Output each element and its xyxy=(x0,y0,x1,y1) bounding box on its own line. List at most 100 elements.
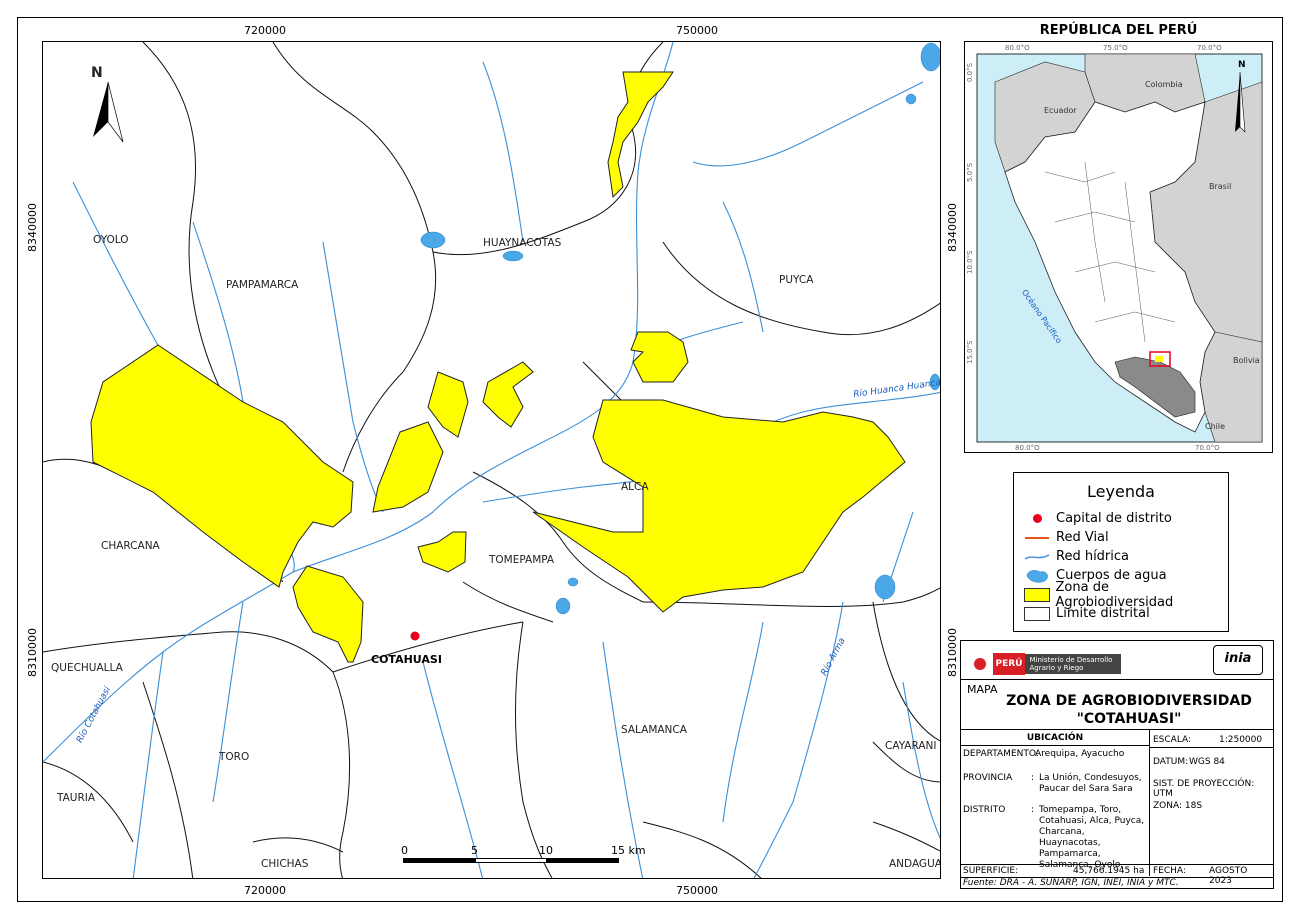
legend-label: Red hídrica xyxy=(1056,549,1130,564)
x-tick-750000-bottom: 750000 xyxy=(676,884,718,897)
ministry-text: Ministerio de Desarrollo Agrario y Riego xyxy=(1025,654,1121,674)
superficie-value: 45,766.1945 ha xyxy=(1073,866,1145,876)
legend-item-cuerpos-agua: Cuerpos de agua xyxy=(1014,566,1228,585)
yellow-box-icon xyxy=(1022,587,1052,602)
datum-label: DATUM: xyxy=(1153,757,1189,767)
inset-map[interactable]: 80.0°O 75.0°O 70.0°O 80.0°O 70.0°O 0.0°S… xyxy=(964,41,1273,453)
legend-label: Zona de Agrobiodiversidad xyxy=(1055,579,1174,610)
distrito-label: DISTRITO xyxy=(963,805,1006,815)
legend-label: Red Vial xyxy=(1056,530,1109,545)
scale-label-15km: 15 km xyxy=(611,844,646,857)
place-tomepampa: TOMEPAMPA xyxy=(489,554,555,566)
road-line-icon xyxy=(1022,531,1052,545)
legend-label: Cuerpos de agua xyxy=(1056,568,1167,583)
inset-chile: Chile xyxy=(1205,422,1226,431)
inset-lon-80-b: 80.0°O xyxy=(1015,444,1040,452)
cotahuasi-capital-marker xyxy=(410,631,420,641)
legend-item-zona: Zona de Agrobiodiversidad xyxy=(1014,580,1228,610)
legend-label: Limite distrital xyxy=(1056,606,1150,621)
zone-text: ZONA: 18S xyxy=(1153,801,1203,811)
place-huaynacotas: HUAYNACOTAS xyxy=(483,237,562,249)
main-north-label: N xyxy=(91,65,103,81)
district-boundaries xyxy=(43,42,940,878)
place-charcana: CHARCANA xyxy=(101,540,160,552)
title-block: PERÚ Ministerio de Desarrollo Agrario y … xyxy=(960,640,1274,889)
place-cotahuasi: COTAHUASI xyxy=(371,653,442,666)
distrito-colon: : xyxy=(1031,805,1035,815)
place-salamanca: SALAMANCA xyxy=(621,724,687,736)
main-north-arrow xyxy=(93,81,124,143)
inset-lat-15: 15.0°S xyxy=(966,340,974,364)
inset-svg xyxy=(976,53,1263,443)
inset-lon-70-b: 70.0°O xyxy=(1195,444,1220,452)
legend-label: Capital de distrito xyxy=(1056,511,1172,526)
legend-item-capital: Capital de distrito xyxy=(1014,509,1228,528)
escala-value: 1:250000 xyxy=(1219,735,1263,745)
provincia-value: La Unión, Condesuyos, Paucar del Sara Sa… xyxy=(1039,773,1142,794)
legend-item-limite: Limite distrital xyxy=(1014,604,1228,623)
source-text: Fuente: DRA - A. SUNARP, IGN, INEI, INIA… xyxy=(963,878,1179,888)
red-dot-icon xyxy=(1022,512,1052,526)
inset-north-label: N xyxy=(1238,60,1246,70)
map-word: MAPA xyxy=(967,683,998,696)
departamento-label: DEPARTAMENTO: xyxy=(963,749,1039,759)
y-tick-8310000-left: 8310000 xyxy=(26,628,39,677)
superficie-label: SUPERFICIE: xyxy=(963,866,1019,876)
inset-lat-10: 10.0°S xyxy=(966,250,974,274)
place-oyolo: OYOLO xyxy=(93,234,129,246)
y-tick-8340000-left: 8340000 xyxy=(26,203,39,252)
datum-value: WGS 84 xyxy=(1189,757,1225,767)
provincia-label: PROVINCIA xyxy=(963,773,1013,783)
place-chichas: CHICHAS xyxy=(261,858,309,870)
fecha-label: FECHA: xyxy=(1153,866,1186,876)
escala-label: ESCALA: xyxy=(1153,735,1192,745)
agrobiodiversity-zones xyxy=(90,71,906,663)
map-title-line2: "COTAHUASI" xyxy=(1076,711,1182,727)
peru-logo-text: PERÚ xyxy=(992,653,1026,675)
distrito-value: Tomepampa, Toro, Cotahuasi, Alca, Puyca,… xyxy=(1039,805,1145,870)
inset-lon-80: 80.0°O xyxy=(1005,44,1030,52)
inset-bolivia: Bolivia xyxy=(1233,356,1260,365)
y-tick-8340000-right: 8340000 xyxy=(946,203,959,252)
ubicacion-heading: UBICACIÓN xyxy=(1026,733,1084,743)
place-andagua: ANDAGUA xyxy=(889,858,941,870)
departamento-value: Arequipa, Ayacucho xyxy=(1035,749,1125,759)
x-tick-720000-bottom: 720000 xyxy=(244,884,286,897)
place-puyca: PUYCA xyxy=(779,274,814,286)
place-quechualla: QUECHUALLA xyxy=(51,662,123,674)
inset-colombia: Colombia xyxy=(1145,80,1183,89)
inia-logo: inia xyxy=(1213,645,1263,675)
scale-label-5: 5 xyxy=(471,844,478,857)
place-alca: ALCA xyxy=(621,481,649,493)
legend-item-red-hidrica: Red hídrica xyxy=(1014,547,1228,566)
legend-title: Leyenda xyxy=(1087,482,1155,501)
water-body-icon xyxy=(1022,569,1052,583)
inset-brasil: Brasil xyxy=(1209,182,1232,191)
scale-bar: 0 5 10 15 km xyxy=(401,844,701,876)
legend-item-red-vial: Red Vial xyxy=(1014,528,1228,547)
fecha-value: AGOSTO 2023 xyxy=(1209,866,1248,886)
x-tick-750000-top: 750000 xyxy=(676,24,718,37)
map-title-line1: ZONA DE AGROBIODIVERSIDAD xyxy=(1006,693,1252,709)
peru-shield-icon xyxy=(971,653,989,675)
inset-title: REPÚBLICA DEL PERÚ xyxy=(1039,23,1198,38)
ministry-logo: PERÚ Ministerio de Desarrollo Agrario y … xyxy=(971,649,1121,679)
place-toro: TORO xyxy=(219,751,250,763)
inset-lat-5: 5.0°S xyxy=(966,162,974,182)
inset-lat-0: 0.0°S xyxy=(966,62,974,82)
main-map[interactable]: N OYOLO PAMPAMARCA HUAYNACOTAS PUYCA CHA… xyxy=(42,41,941,879)
inset-ecuador: Ecuador xyxy=(1044,106,1077,115)
stream-icon xyxy=(1022,550,1052,564)
scale-label-10: 10 xyxy=(539,844,553,857)
main-map-svg xyxy=(43,42,940,878)
scale-label-0: 0 xyxy=(401,844,408,857)
provincia-colon: : xyxy=(1031,773,1035,783)
place-tauria: TAURIA xyxy=(57,792,96,804)
map-frame xyxy=(17,17,1283,902)
white-box-icon xyxy=(1022,606,1052,621)
inset-lon-75: 75.0°O xyxy=(1103,44,1128,52)
x-tick-720000-top: 720000 xyxy=(244,24,286,37)
inset-lon-70: 70.0°O xyxy=(1197,44,1222,52)
y-tick-8310000-right: 8310000 xyxy=(946,628,959,677)
place-pampamarca: PAMPAMARCA xyxy=(226,279,299,291)
